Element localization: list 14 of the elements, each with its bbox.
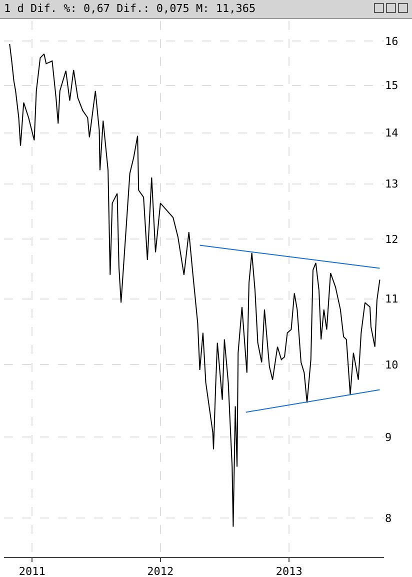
y-tick-label: 14 [385, 126, 399, 140]
x-tick-label: 2012 [147, 565, 174, 577]
line-series [9, 43, 380, 528]
x-tick-label: 2011 [18, 565, 46, 577]
chart-title: 1 d Dif. %: 0,67 Dif.: 0,075 M: 11,365 [4, 2, 256, 15]
y-tick-label: 16 [385, 34, 398, 48]
y-tick-label: 9 [385, 430, 392, 444]
y-tick-label: 8 [385, 512, 392, 525]
y-tick-label: 13 [385, 178, 398, 191]
y-tick-label: 10 [385, 358, 398, 372]
x-tick-label: 2013 [276, 565, 302, 577]
y-tick-label: 12 [385, 232, 398, 246]
y-tick-label: 11 [385, 292, 398, 306]
y-tick-label: 15 [385, 79, 398, 92]
